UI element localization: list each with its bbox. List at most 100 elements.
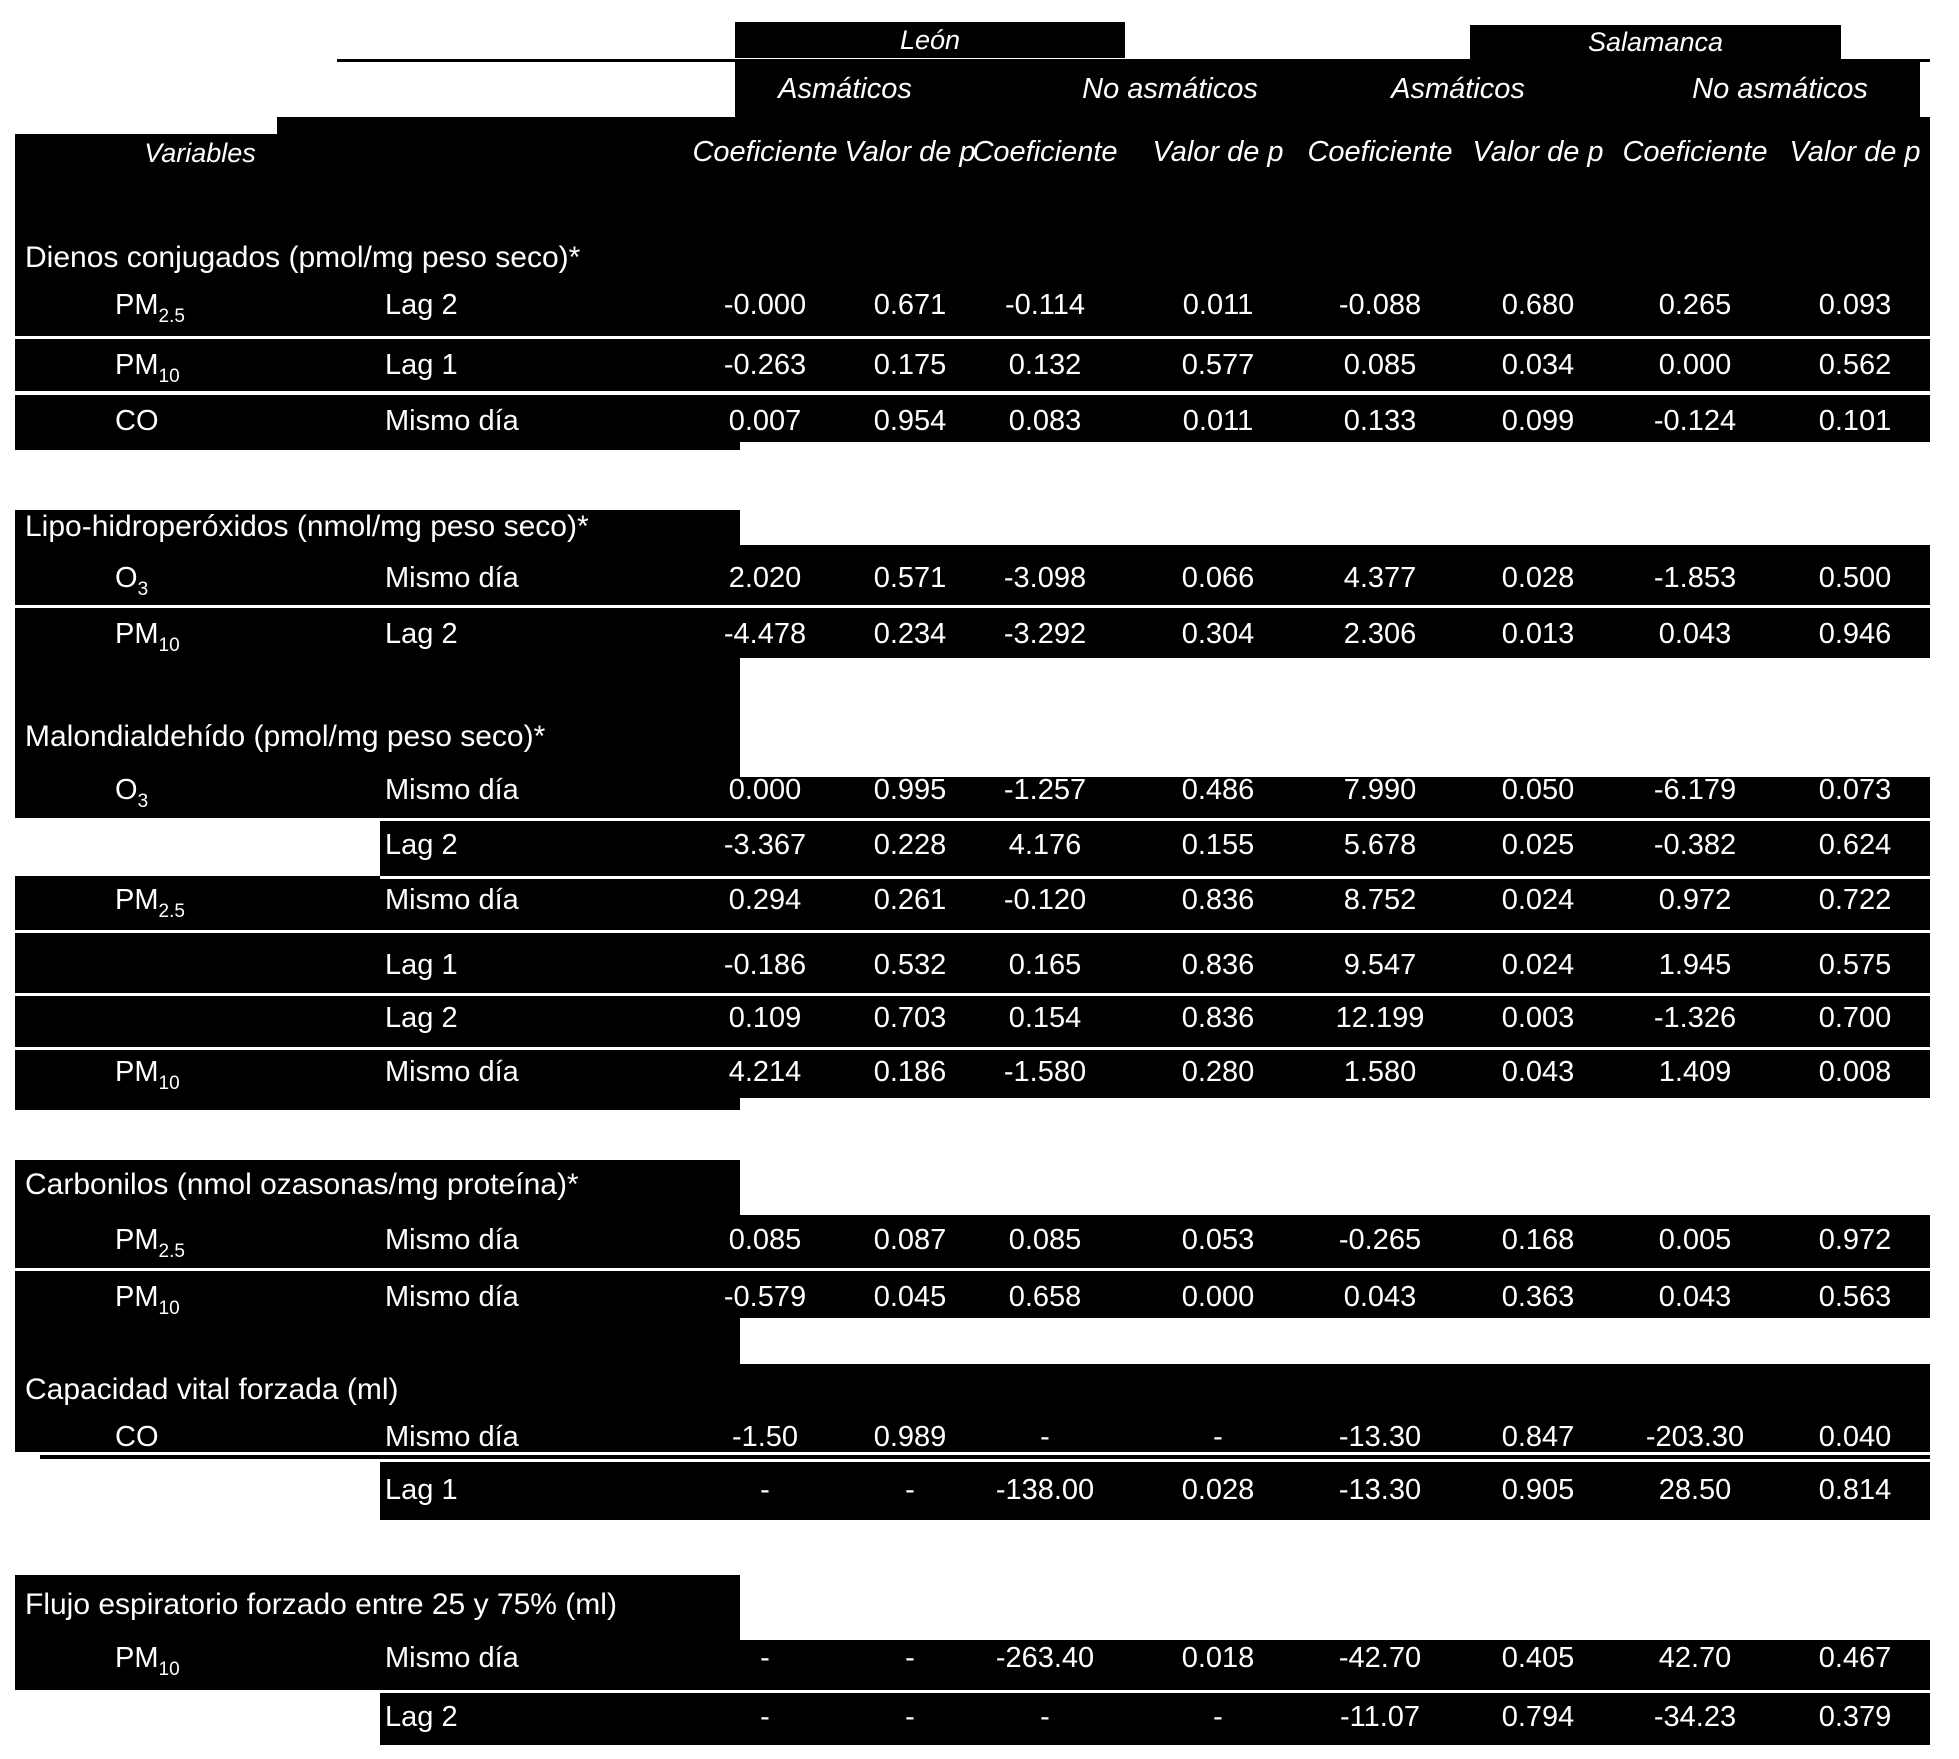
- cell-value: 0.814: [1818, 1474, 1892, 1506]
- cell-value: 0.571: [873, 562, 947, 594]
- column-header: Coeficiente: [692, 136, 838, 168]
- flujo-row1-band: [15, 1640, 1930, 1690]
- cell-value: 0.043: [1501, 1056, 1575, 1088]
- cell-value: -1.326: [1653, 1002, 1737, 1034]
- row-lag-label: Mismo día: [385, 1056, 519, 1088]
- variable-subscript: 2.5: [158, 901, 185, 922]
- cell-value: 0.011: [1182, 289, 1254, 321]
- cell-value: 0.680: [1501, 289, 1575, 321]
- subgroup-header: No asmáticos: [1082, 73, 1258, 105]
- cell-value: 1.409: [1658, 1056, 1732, 1088]
- flujo-label-box: [15, 1575, 740, 1640]
- cell-value: -1.257: [1003, 774, 1087, 806]
- cell-value: -0.186: [723, 949, 807, 981]
- carbonilos-rows-band: [15, 1215, 1930, 1318]
- cell-value: 0.562: [1818, 349, 1892, 381]
- header-group-salamanca: Salamanca: [1587, 27, 1724, 57]
- cell-value: -3.367: [723, 829, 807, 861]
- cell-value: -: [760, 1474, 770, 1506]
- cell-value: 0.228: [873, 829, 947, 861]
- row-variable-label: PM2.5: [115, 284, 185, 326]
- capacidad-double-rule: [40, 1455, 1930, 1459]
- cell-value: 0.954: [873, 405, 947, 437]
- cell-value: 5.678: [1343, 829, 1417, 861]
- variable-subscript: 2.5: [158, 1241, 185, 1262]
- cell-value: -: [1040, 1701, 1050, 1733]
- variable-subscript: 2.5: [158, 306, 185, 327]
- cell-value: -0.265: [1338, 1224, 1422, 1256]
- cell-value: 12.199: [1335, 1002, 1425, 1034]
- row-lag-label: Mismo día: [385, 1281, 519, 1313]
- cell-value: 0.532: [873, 949, 947, 981]
- row-variable-label: PM10: [115, 1276, 180, 1318]
- row-lag-label: Lag 2: [385, 1002, 458, 1034]
- dienos-block-left-lip: [15, 442, 740, 450]
- cell-value: 0.972: [1818, 1224, 1892, 1256]
- cell-value: 4.176: [1008, 829, 1082, 861]
- section-title: Malondialdehído (pmol/mg peso seco)*: [25, 720, 546, 753]
- subgroup-header: No asmáticos: [1692, 73, 1868, 105]
- row-variable-label: PM2.5: [115, 1219, 185, 1261]
- cell-value: 0.836: [1181, 1002, 1255, 1034]
- variable-subscript: 10: [158, 635, 180, 656]
- cell-value: 0.155: [1181, 829, 1255, 861]
- subheader-band: [735, 62, 1920, 117]
- cell-value: -1.853: [1653, 562, 1737, 594]
- cell-value: 0.304: [1181, 618, 1255, 650]
- cell-value: -: [1213, 1701, 1223, 1733]
- cell-value: 0.575: [1818, 949, 1892, 981]
- subgroup-header: Asmáticos: [778, 73, 912, 105]
- cell-value: -: [905, 1642, 915, 1674]
- variable-subscript: 10: [158, 1659, 180, 1680]
- cell-value: 0.034: [1501, 349, 1575, 381]
- cell-value: 0.946: [1818, 618, 1892, 650]
- cell-value: 0.028: [1181, 1474, 1255, 1506]
- variable-base: PM: [115, 1642, 159, 1674]
- row-lag-label: Lag 2: [385, 1701, 458, 1733]
- column-header: Coeficiente: [1307, 136, 1453, 168]
- section-title: Dienos conjugados (pmol/mg peso seco)*: [25, 241, 581, 274]
- cell-value: -138.00: [995, 1474, 1095, 1506]
- cell-value: 0.133: [1343, 405, 1417, 437]
- row-separator: [15, 605, 1930, 608]
- cell-value: -: [905, 1474, 915, 1506]
- cell-value: -42.70: [1338, 1642, 1422, 1674]
- header-group-box-leon: León: [735, 22, 1125, 58]
- malondialdehido-left-lip: [15, 1098, 740, 1110]
- cell-value: 0.836: [1181, 949, 1255, 981]
- cell-value: 9.547: [1343, 949, 1417, 981]
- cell-value: -: [1040, 1421, 1050, 1453]
- cell-value: 0.043: [1658, 1281, 1732, 1313]
- cell-value: -13.30: [1338, 1421, 1422, 1453]
- cell-value: -263.40: [995, 1642, 1095, 1674]
- cell-value: 0.175: [873, 349, 947, 381]
- cell-value: 0.018: [1181, 1642, 1255, 1674]
- cell-value: 2.306: [1343, 618, 1417, 650]
- row-lag-label: Mismo día: [385, 405, 519, 437]
- variable-subscript: 3: [137, 791, 149, 812]
- column-header: Valor de p: [844, 136, 976, 168]
- row-variable-label: PM10: [115, 1051, 180, 1093]
- cell-value: -0.088: [1338, 289, 1422, 321]
- cell-value: -0.579: [723, 1281, 807, 1313]
- cell-value: 4.214: [728, 1056, 802, 1088]
- cell-value: 0.003: [1501, 1002, 1575, 1034]
- cell-value: 0.467: [1818, 1642, 1892, 1674]
- row-variable-label: CO: [115, 1416, 159, 1458]
- cell-value: 1.945: [1658, 949, 1732, 981]
- cell-value: 0.700: [1818, 1002, 1892, 1034]
- variable-base: CO: [115, 405, 159, 437]
- cell-value: 0.066: [1181, 562, 1255, 594]
- cell-value: 0.486: [1181, 774, 1255, 806]
- cell-value: 0.995: [873, 774, 947, 806]
- cell-value: 0.363: [1501, 1281, 1575, 1313]
- cell-value: 0.000: [1181, 1281, 1255, 1313]
- cell-value: 0.847: [1501, 1421, 1575, 1453]
- row-variable-label: PM10: [115, 344, 180, 386]
- row-variable-label: O3: [115, 769, 148, 811]
- cell-value: 0.083: [1008, 405, 1082, 437]
- cell-value: 0.379: [1818, 1701, 1892, 1733]
- cell-value: 0.043: [1658, 618, 1732, 650]
- row-lag-label: Lag 1: [385, 349, 458, 381]
- cell-value: -6.179: [1653, 774, 1737, 806]
